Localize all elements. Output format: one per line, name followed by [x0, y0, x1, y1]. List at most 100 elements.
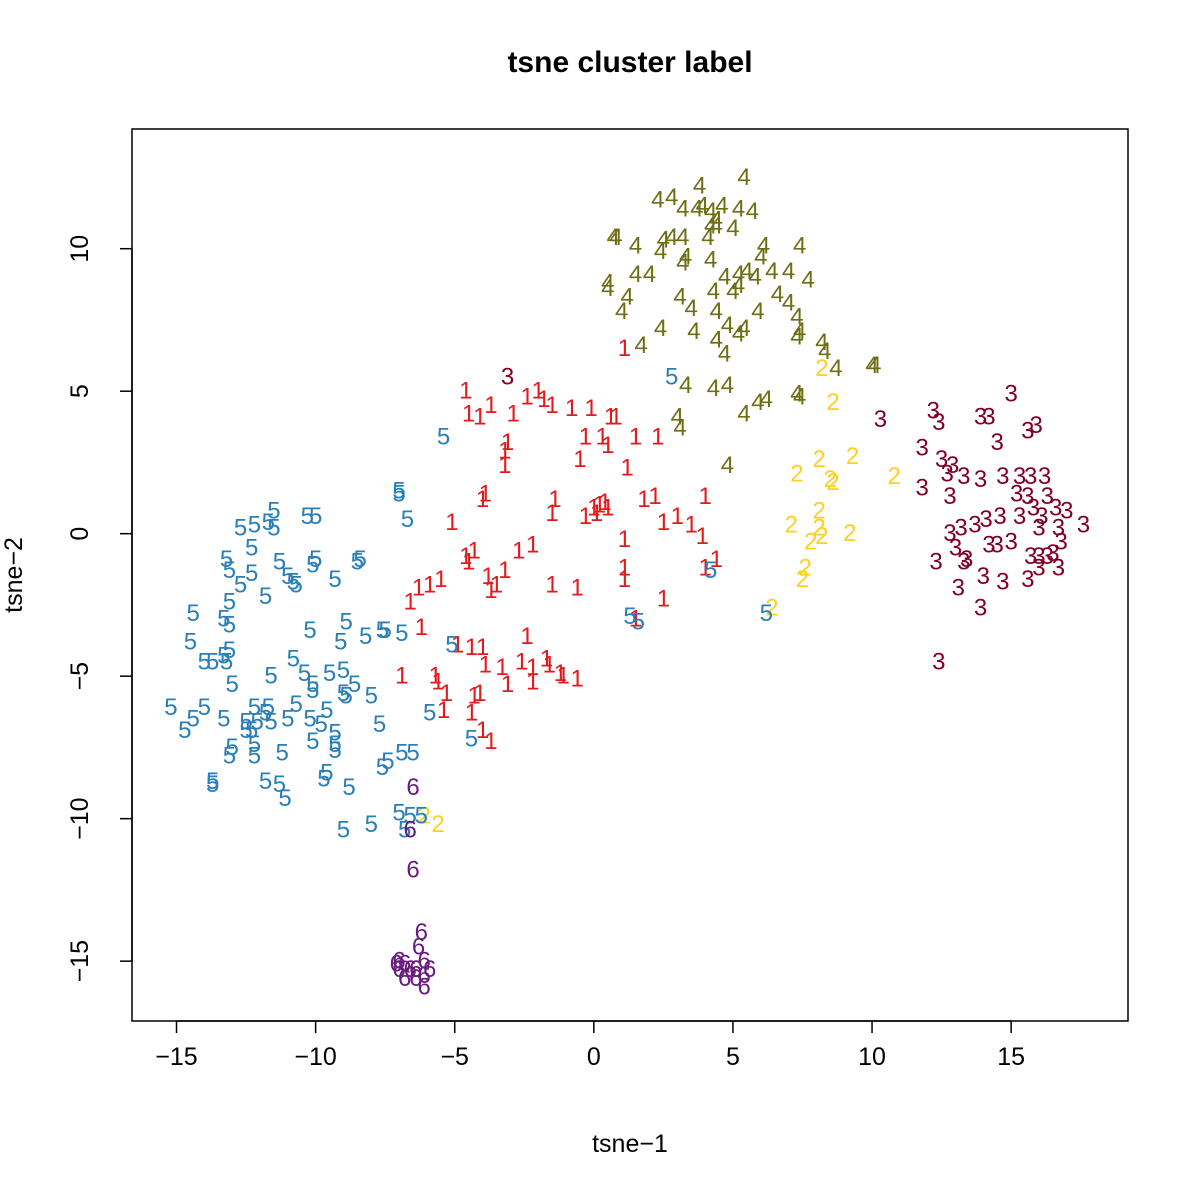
- cluster-4-point: 4: [601, 275, 614, 302]
- cluster-5-point: 5: [392, 480, 405, 507]
- cluster-3-point: 3: [974, 403, 987, 430]
- cluster-4-point: 4: [801, 267, 814, 294]
- cluster-1-point: 1: [395, 663, 408, 690]
- cluster-1-point: 1: [657, 586, 670, 613]
- cluster-5-point: 5: [303, 705, 316, 732]
- cluster-6-point: 6: [415, 919, 428, 946]
- cluster-4-point: 4: [732, 272, 745, 299]
- cluster-1-point: 1: [437, 697, 450, 724]
- cluster-4-point: 4: [710, 212, 723, 239]
- cluster-3-point: 3: [932, 409, 945, 436]
- cluster-1-point: 1: [584, 395, 597, 422]
- cluster-3-point: 3: [1010, 480, 1023, 507]
- cluster-4-point: 4: [793, 232, 806, 259]
- cluster-1-point: 1: [545, 392, 558, 419]
- cluster-4-point: 4: [818, 338, 831, 365]
- cluster-6-point: 6: [390, 951, 403, 978]
- cluster-3-point: 3: [1032, 543, 1045, 570]
- cluster-5-point: 5: [309, 546, 322, 573]
- cluster-3-point: 3: [991, 532, 1004, 559]
- cluster-4-point: 4: [643, 261, 656, 288]
- cluster-5-point: 5: [340, 683, 353, 710]
- cluster-1-point: 1: [526, 654, 539, 681]
- cluster-3-point: 3: [1049, 495, 1062, 522]
- cluster-5-point: 5: [423, 700, 436, 727]
- cluster-3-point: 3: [935, 446, 948, 473]
- cluster-5-point: 5: [373, 711, 386, 738]
- cluster-1-point: 1: [698, 483, 711, 510]
- x-tick-label: 10: [858, 1043, 886, 1071]
- cluster-4-point: 4: [710, 326, 723, 353]
- cluster-2-point: 2: [843, 520, 856, 547]
- cluster-1-point: 1: [473, 680, 486, 707]
- cluster-4-point: 4: [737, 164, 750, 191]
- cluster-5-point: 5: [381, 748, 394, 775]
- cluster-3-point: 3: [952, 574, 965, 601]
- cluster-1-point: 1: [476, 634, 489, 661]
- cluster-4-point: 4: [732, 195, 745, 222]
- cluster-4-point: 4: [704, 212, 717, 239]
- cluster-5-point: 5: [278, 785, 291, 812]
- cluster-6-point: 6: [409, 956, 422, 983]
- cluster-5-point: 5: [392, 799, 405, 826]
- chart-title: tsne cluster label: [507, 46, 752, 79]
- cluster-5-point: 5: [289, 571, 302, 598]
- cluster-3-point: 3: [1024, 543, 1037, 570]
- cluster-5-point: 5: [225, 734, 238, 761]
- cluster-3-point: 3: [1032, 514, 1045, 541]
- cluster-3-point: 3: [940, 460, 953, 487]
- cluster-5-point: 5: [198, 694, 211, 721]
- cluster-4-point: 4: [707, 375, 720, 402]
- cluster-1-point: 1: [459, 543, 472, 570]
- cluster-3-point: 3: [968, 512, 981, 539]
- cluster-6-point: 6: [423, 956, 436, 983]
- cluster-1-point: 1: [423, 571, 436, 598]
- cluster-5-point: 5: [398, 817, 411, 844]
- cluster-3-point: 3: [1032, 554, 1045, 581]
- cluster-5-point: 5: [465, 725, 478, 752]
- cluster-4-point: 4: [701, 224, 714, 251]
- cluster-5-point: 5: [217, 606, 230, 633]
- cluster-4-point: 4: [634, 332, 647, 359]
- cluster-5-point: 5: [273, 549, 286, 576]
- cluster-1-point: 1: [498, 452, 511, 479]
- cluster-4-point: 4: [704, 247, 717, 274]
- y-tick-label: 5: [66, 384, 94, 398]
- cluster-2-point: 2: [804, 529, 817, 556]
- cluster-5-point: 5: [365, 683, 378, 710]
- cluster-1-point: 1: [515, 648, 528, 675]
- cluster-5-point: 5: [415, 802, 428, 829]
- cluster-1-point: 1: [415, 614, 428, 641]
- cluster-4-point: 4: [704, 198, 717, 225]
- cluster-4-point: 4: [726, 215, 739, 242]
- cluster-5-point: 5: [198, 648, 211, 675]
- cluster-2-point: 2: [813, 446, 826, 473]
- cluster-4-point: 4: [651, 187, 664, 214]
- cluster-4-point: 4: [710, 207, 723, 234]
- cluster-1-point: 1: [593, 492, 606, 519]
- cluster-3-point: 3: [1041, 543, 1054, 570]
- cluster-1-point: 1: [618, 335, 631, 362]
- cluster-5-point: 5: [320, 760, 333, 787]
- cluster-4-point: 4: [737, 400, 750, 427]
- cluster-4-point: 4: [676, 224, 689, 251]
- cluster-5-point: 5: [273, 771, 286, 798]
- cluster-5-point: 5: [234, 571, 247, 598]
- cluster-5-point: 5: [217, 705, 230, 732]
- cluster-5-point: 5: [309, 503, 322, 530]
- cluster-2-point: 2: [785, 512, 798, 539]
- cluster-5-point: 5: [259, 700, 272, 727]
- cluster-5-point: 5: [303, 617, 316, 644]
- cluster-5-point: 5: [328, 731, 341, 758]
- cluster-3-point: 3: [1077, 512, 1090, 539]
- cluster-5-point: 5: [337, 680, 350, 707]
- cluster-2-point: 2: [431, 811, 444, 838]
- cluster-5-point: 5: [340, 609, 353, 636]
- cluster-1-point: 1: [468, 683, 481, 710]
- cluster-3-point: 3: [979, 506, 992, 533]
- cluster-5-point: 5: [245, 717, 258, 744]
- cluster-5-point: 5: [378, 617, 391, 644]
- cluster-1-point: 1: [698, 554, 711, 581]
